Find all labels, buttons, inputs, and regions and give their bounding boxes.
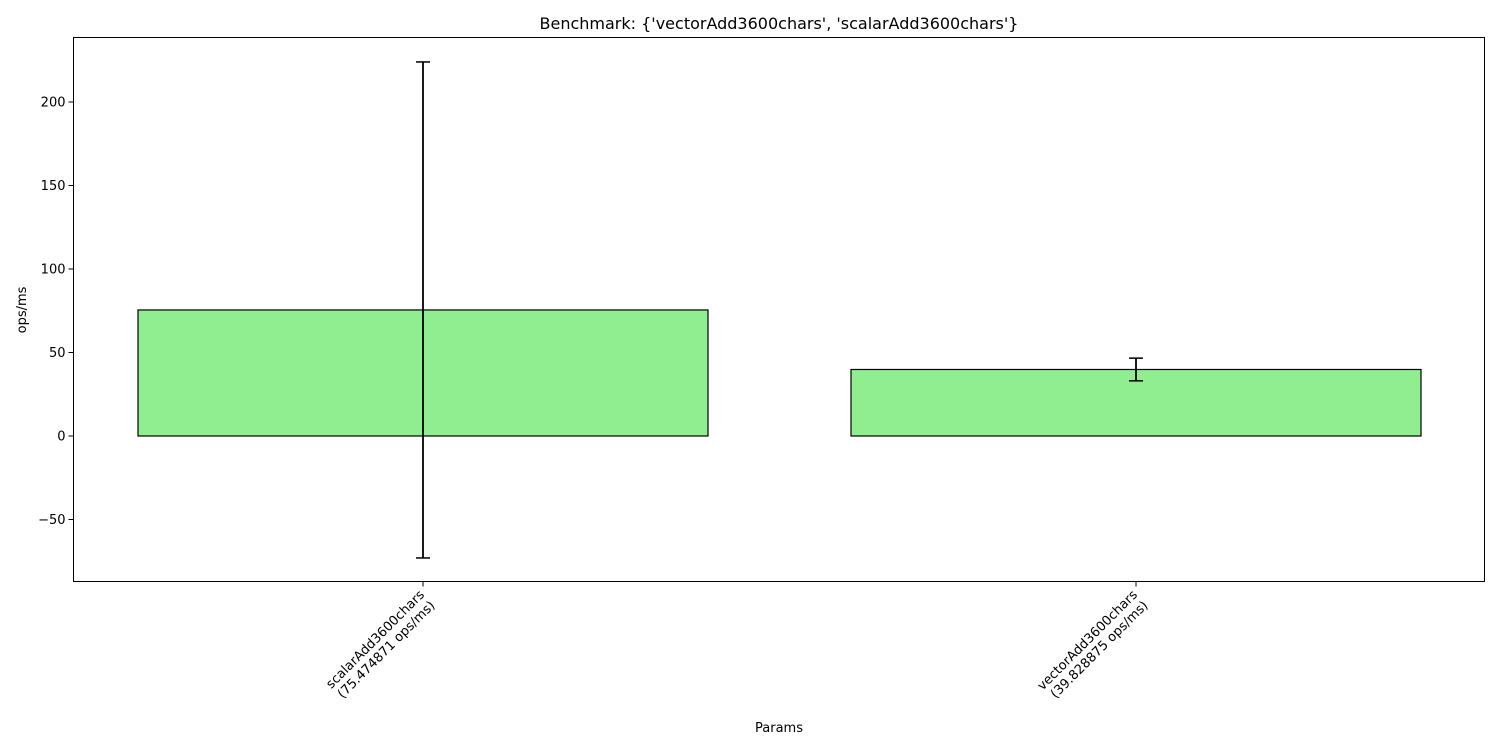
plot-frame — [73, 37, 1485, 582]
error-bar-scalarAdd3600chars — [416, 61, 430, 559]
y-tick-label: 50 — [49, 346, 66, 361]
y-axis-label: ops/ms — [15, 286, 30, 333]
x-tick-label-vectorAdd3600chars: vectorAdd3600chars(39.828875 ops/ms) — [1035, 588, 1152, 705]
x-tick-label-line: (39.828875 ops/ms) — [1048, 598, 1152, 702]
y-tick-label: 0 — [57, 430, 65, 445]
y-tick-label: −50 — [38, 513, 65, 528]
x-tick-label-line: scalarAdd3600chars — [323, 588, 427, 692]
y-tick-label: 100 — [41, 263, 66, 278]
error-bars-layer — [416, 61, 1143, 559]
bars-layer — [137, 309, 1422, 437]
y-tick-label: 150 — [41, 179, 66, 194]
y-tick-label: 200 — [41, 96, 66, 111]
x-axis: scalarAdd3600chars(75.474871 ops/ms) vect… — [323, 581, 1152, 705]
chart-title: Benchmark: {'vectorAdd3600chars', 'scala… — [540, 14, 1019, 33]
y-axis: −50 0 50 100 150 200 — [38, 96, 74, 528]
error-bar-vectorAdd3600chars — [1129, 357, 1143, 382]
x-tick-label-scalarAdd3600chars: scalarAdd3600chars(75.474871 ops/ms) — [323, 588, 438, 703]
x-tick-label-line: vectorAdd3600chars — [1035, 588, 1141, 694]
x-axis-label: Params — [755, 721, 803, 736]
x-tick-label-line: (75.474871 ops/ms) — [335, 598, 439, 702]
